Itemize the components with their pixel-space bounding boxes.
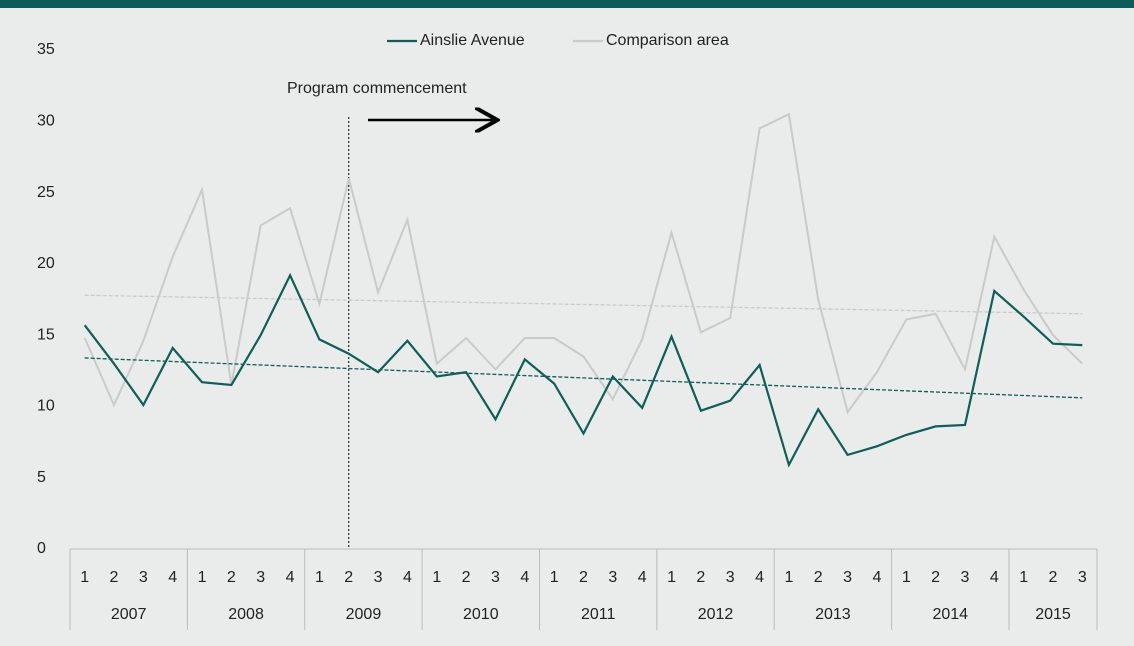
y-tick-label: 15 xyxy=(37,326,55,343)
x-tick-label: 4 xyxy=(755,569,764,586)
x-tick-label: 2 xyxy=(344,569,353,586)
x-tick-label: 2 xyxy=(696,569,705,586)
year-label: 2012 xyxy=(698,606,734,623)
x-tick-label: 2 xyxy=(931,569,940,586)
y-tick-label: 20 xyxy=(37,255,55,272)
x-tick-label: 1 xyxy=(315,569,324,586)
y-tick-label: 0 xyxy=(37,540,46,557)
y-tick-label: 5 xyxy=(37,469,46,486)
year-label: 2008 xyxy=(228,606,264,623)
year-label: 2013 xyxy=(815,606,851,623)
x-tick-label: 1 xyxy=(550,569,559,586)
annotation-text: Program commencement xyxy=(287,80,467,97)
x-tick-label: 1 xyxy=(432,569,441,586)
legend-label: Ainslie Avenue xyxy=(420,32,525,49)
y-tick-label: 30 xyxy=(37,113,55,130)
x-tick-label: 3 xyxy=(374,569,383,586)
x-tick-label: 3 xyxy=(491,569,500,586)
x-tick-label: 3 xyxy=(1078,569,1087,586)
x-tick-label: 3 xyxy=(961,569,970,586)
x-tick-label: 4 xyxy=(403,569,412,586)
x-tick-label: 2 xyxy=(462,569,471,586)
y-tick-label: 35 xyxy=(37,41,55,58)
x-tick-label: 4 xyxy=(990,569,999,586)
x-tick-label: 4 xyxy=(168,569,177,586)
x-tick-label: 4 xyxy=(520,569,529,586)
year-label: 2010 xyxy=(463,606,499,623)
legend-label: Comparison area xyxy=(606,32,729,49)
x-tick-label: 2 xyxy=(110,569,119,586)
x-tick-label: 1 xyxy=(902,569,911,586)
top-bar xyxy=(0,0,1134,8)
x-tick-label: 4 xyxy=(286,569,295,586)
x-tick-label: 1 xyxy=(784,569,793,586)
trend-line xyxy=(84,357,1083,399)
x-tick-label: 4 xyxy=(638,569,647,586)
x-tick-label: 2 xyxy=(1049,569,1058,586)
y-tick-label: 10 xyxy=(37,398,55,415)
year-label: 2009 xyxy=(346,606,382,623)
x-tick-label: 3 xyxy=(608,569,617,586)
year-label: 2014 xyxy=(932,606,968,623)
year-label: 2007 xyxy=(111,606,147,623)
x-tick-label: 3 xyxy=(843,569,852,586)
x-tick-label: 4 xyxy=(872,569,881,586)
series-line xyxy=(83,112,1083,415)
x-tick-label: 1 xyxy=(667,569,676,586)
x-tick-label: 2 xyxy=(579,569,588,586)
y-tick-label: 25 xyxy=(37,184,55,201)
trend-line xyxy=(84,294,1083,315)
x-tick-label: 1 xyxy=(1019,569,1028,586)
x-tick-label: 3 xyxy=(256,569,265,586)
x-tick-label: 2 xyxy=(814,569,823,586)
series-line xyxy=(83,272,1083,468)
x-tick-label: 1 xyxy=(80,569,89,586)
x-tick-label: 2 xyxy=(227,569,236,586)
x-tick-label: 3 xyxy=(139,569,148,586)
year-label: 2015 xyxy=(1035,606,1071,623)
x-tick-label: 3 xyxy=(726,569,735,586)
year-label: 2011 xyxy=(581,606,616,623)
x-tick-label: 1 xyxy=(198,569,207,586)
